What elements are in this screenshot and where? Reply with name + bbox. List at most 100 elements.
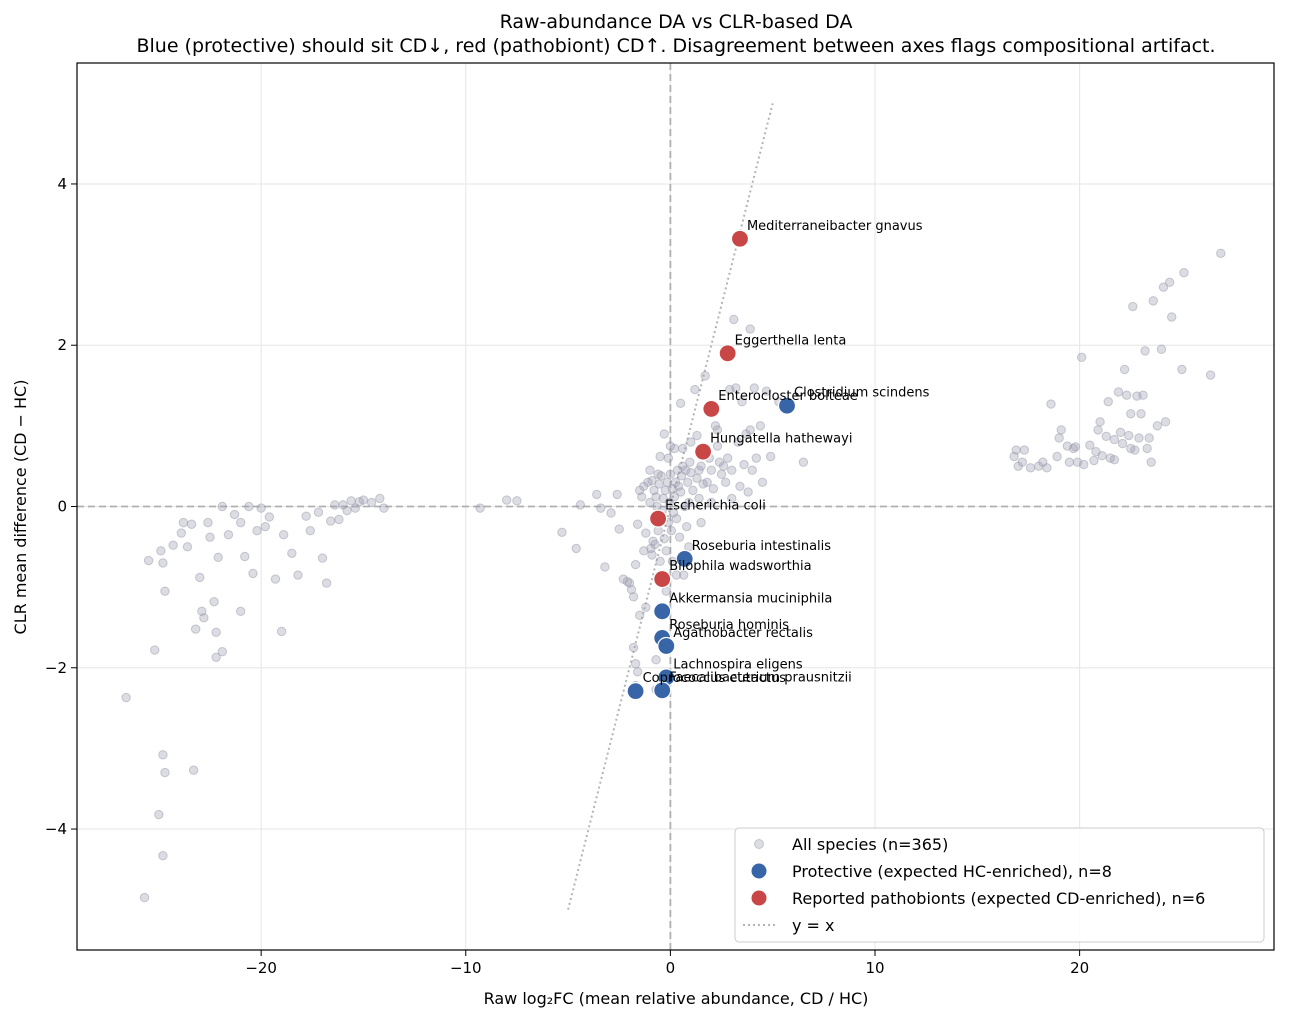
background-point bbox=[692, 430, 702, 441]
background-point bbox=[1079, 459, 1089, 470]
background-point bbox=[178, 517, 189, 528]
background-point bbox=[612, 489, 622, 500]
background-point bbox=[1158, 282, 1169, 292]
background-point bbox=[1025, 463, 1036, 473]
pathobiont-point-label: Escherichia coli bbox=[665, 499, 766, 514]
background-point bbox=[747, 465, 757, 475]
background-point bbox=[1119, 364, 1130, 375]
background-point bbox=[158, 850, 168, 861]
background-point bbox=[1140, 346, 1150, 356]
background-point bbox=[650, 539, 660, 550]
pathobiont-point bbox=[730, 229, 750, 248]
protective-point-label: Agathobacter rectalis bbox=[673, 626, 813, 641]
background-point bbox=[700, 371, 710, 381]
background-point bbox=[1011, 445, 1021, 455]
background-point bbox=[702, 477, 712, 488]
background-point bbox=[731, 383, 741, 393]
background-point bbox=[1142, 443, 1152, 454]
legend-box bbox=[734, 827, 1265, 943]
background-point bbox=[1046, 399, 1056, 409]
background-point bbox=[326, 516, 336, 526]
background-point bbox=[276, 626, 287, 637]
background-point bbox=[1126, 443, 1136, 454]
legend-label-identity: y = x bbox=[792, 916, 835, 935]
legend-marker-protective bbox=[750, 862, 768, 880]
pathobiont-point-label: Mediterraneibacter gnavus bbox=[747, 219, 923, 234]
background-point bbox=[205, 532, 215, 542]
background-point bbox=[1068, 443, 1079, 454]
background-point bbox=[641, 602, 651, 612]
legend-marker-pathobiont bbox=[750, 889, 768, 907]
background-point bbox=[1042, 463, 1052, 473]
background-point bbox=[663, 453, 674, 463]
background-point bbox=[712, 441, 723, 451]
pathobiont-point bbox=[718, 344, 737, 363]
background-point bbox=[659, 429, 669, 439]
background-point bbox=[798, 457, 809, 467]
background-point bbox=[190, 624, 201, 634]
background-point bbox=[665, 441, 676, 451]
background-point bbox=[1146, 457, 1156, 467]
background-point bbox=[1085, 440, 1095, 450]
legend-marker-all bbox=[754, 839, 764, 849]
background-point bbox=[1144, 433, 1154, 443]
protective-point-label: Coprococcus eutactus bbox=[643, 671, 787, 686]
background-point bbox=[1148, 296, 1158, 306]
background-point bbox=[256, 503, 266, 513]
background-point bbox=[334, 514, 344, 525]
y-tick-label: 0 bbox=[57, 498, 67, 516]
background-point bbox=[1095, 417, 1105, 427]
background-point bbox=[358, 495, 369, 505]
background-point bbox=[716, 469, 727, 479]
background-point bbox=[683, 477, 693, 488]
background-point bbox=[624, 578, 635, 588]
background-point bbox=[634, 610, 645, 621]
background-point bbox=[301, 511, 311, 521]
background-point bbox=[375, 493, 385, 504]
background-point bbox=[160, 767, 170, 778]
background-point bbox=[706, 497, 717, 508]
background-point bbox=[669, 492, 680, 502]
background-point bbox=[1091, 446, 1101, 457]
background-point bbox=[1109, 455, 1120, 465]
background-point bbox=[1166, 312, 1177, 322]
background-point bbox=[696, 517, 706, 528]
background-point bbox=[366, 497, 377, 508]
y-tick-label: 4 bbox=[57, 175, 67, 193]
background-point bbox=[688, 485, 698, 496]
background-point bbox=[1113, 387, 1124, 397]
background-point bbox=[1164, 277, 1175, 288]
background-points bbox=[121, 248, 1226, 903]
background-point bbox=[651, 655, 661, 665]
background-point bbox=[1121, 390, 1132, 400]
background-point bbox=[1056, 425, 1066, 435]
x-tick-label: 20 bbox=[1070, 959, 1089, 977]
protective-point bbox=[777, 396, 797, 415]
background-point bbox=[637, 492, 647, 502]
chart-title: Raw-abundance DA vs CLR-based DA bbox=[500, 11, 853, 33]
background-point bbox=[671, 513, 682, 524]
background-point bbox=[1205, 370, 1216, 380]
background-point bbox=[217, 646, 227, 657]
background-point bbox=[651, 492, 661, 502]
background-point bbox=[684, 497, 694, 508]
pathobiont-point bbox=[694, 442, 713, 461]
background-point bbox=[1115, 427, 1126, 438]
y-tick-label: −2 bbox=[45, 659, 67, 677]
background-point bbox=[727, 493, 737, 504]
protective-point bbox=[657, 636, 676, 656]
background-point bbox=[606, 508, 616, 518]
y-axis-label: CLR mean difference (CD − HC) bbox=[11, 380, 30, 635]
background-point bbox=[654, 479, 664, 489]
background-point bbox=[614, 524, 624, 534]
protective-point-label: Clostridium scindens bbox=[794, 386, 930, 401]
background-point bbox=[186, 519, 197, 529]
background-point bbox=[1124, 430, 1134, 441]
background-point bbox=[630, 659, 641, 669]
y-tick-label: −4 bbox=[45, 820, 67, 838]
background-point bbox=[751, 453, 762, 463]
background-point bbox=[733, 437, 743, 447]
protective-point-label: Faecalibacterium prausnitzii bbox=[669, 670, 852, 685]
background-point bbox=[673, 481, 684, 492]
background-point bbox=[182, 542, 193, 552]
